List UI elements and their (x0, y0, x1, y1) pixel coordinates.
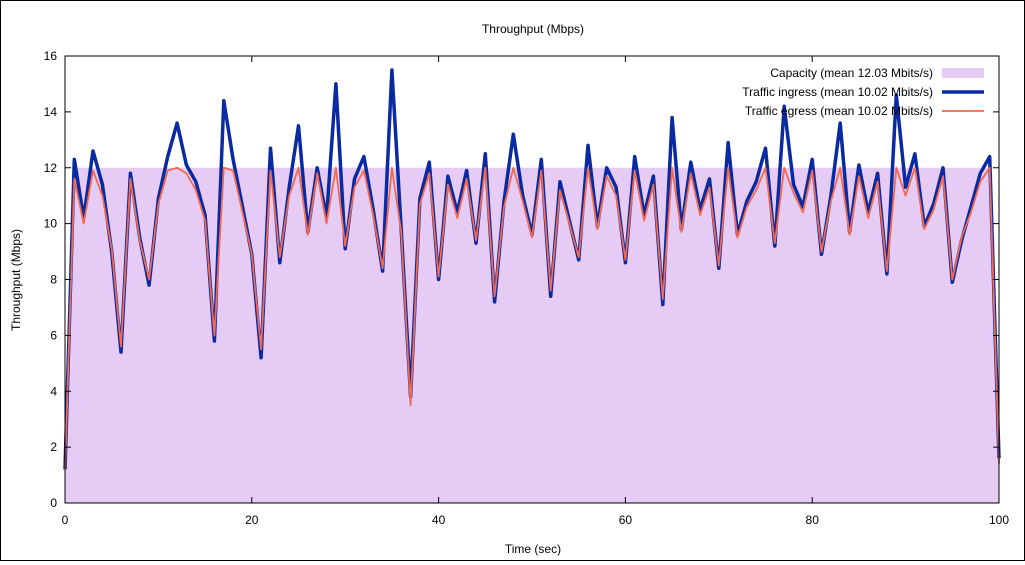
legend-label: Traffic ingress (mean 10.02 Mbits/s) (742, 85, 933, 99)
y-tick-label: 6 (50, 328, 57, 342)
legend: Capacity (mean 12.03 Mbits/s) Traffic ing… (742, 66, 984, 118)
x-tick-label: 80 (806, 513, 820, 527)
y-tick-label: 16 (44, 49, 58, 63)
x-axis-label: Time (sec) (505, 542, 561, 556)
x-tick-label: 0 (62, 513, 69, 527)
legend-swatch-capacity (942, 68, 984, 78)
y-tick-label: 12 (44, 161, 58, 175)
plot-area (63, 68, 1001, 504)
y-tick-label: 10 (44, 217, 58, 231)
y-tick-label: 8 (50, 273, 57, 287)
y-tick-label: 14 (44, 105, 58, 119)
y-axis-label: Throughput (Mbps) (9, 229, 23, 331)
x-tick-label: 60 (619, 513, 633, 527)
series-capacity-area (65, 167, 999, 504)
legend-label: Traffic egress (mean 10.02 Mbits/s) (745, 104, 933, 118)
y-tick-label: 4 (50, 384, 57, 398)
chart-title: Throughput (Mbps) (482, 22, 584, 36)
x-tick-label: 20 (245, 513, 259, 527)
series-egress-line (64, 166, 1000, 470)
y-tick-label: 2 (50, 440, 57, 454)
y-tick-label: 0 (50, 496, 57, 510)
axes: 0 20 40 60 80 100 0 2 4 6 8 10 12 14 16 (44, 49, 1010, 527)
x-tick-label: 40 (432, 513, 446, 527)
x-tick-label: 100 (989, 513, 1009, 527)
legend-label: Capacity (mean 12.03 Mbits/s) (770, 66, 933, 80)
